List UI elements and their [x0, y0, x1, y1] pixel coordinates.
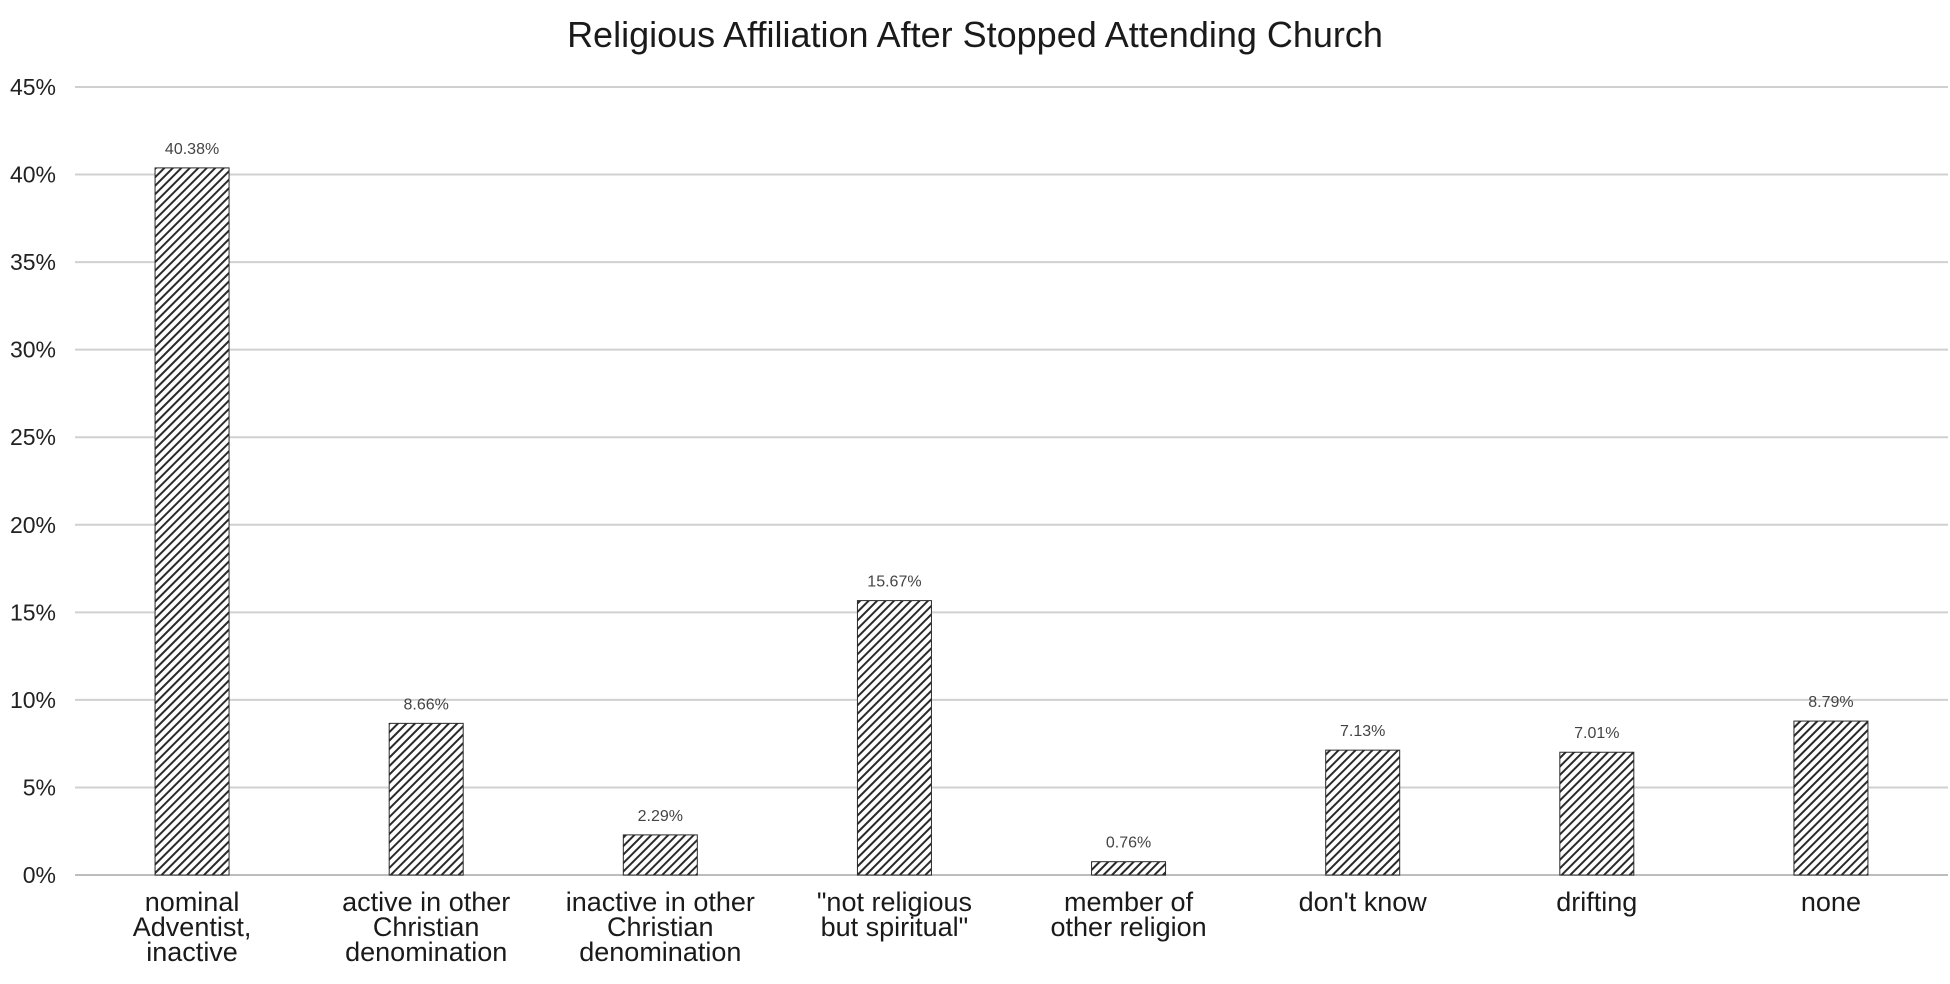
bar: [155, 168, 229, 875]
data-label: 40.38%: [165, 141, 219, 158]
x-tick-label: none: [1801, 887, 1861, 917]
x-tick-label: denomination: [345, 937, 507, 967]
bar: [857, 601, 931, 875]
y-tick-label: 25%: [10, 424, 56, 450]
data-label: 15.67%: [867, 574, 921, 591]
y-tick-label: 35%: [10, 249, 56, 275]
x-tick-label: but spiritual": [821, 912, 969, 942]
data-label: 0.76%: [1106, 835, 1151, 852]
gridlines: [75, 87, 1948, 875]
bar: [1794, 721, 1868, 875]
y-tick-label: 0%: [23, 862, 56, 888]
y-tick-label: 15%: [10, 599, 56, 625]
x-tick-label: other religion: [1051, 912, 1207, 942]
bar: [1326, 750, 1400, 875]
x-tick-label: denomination: [579, 937, 741, 967]
y-tick-label: 5%: [23, 774, 56, 800]
bar: [1560, 752, 1634, 875]
y-tick-label: 40%: [10, 162, 56, 188]
y-tick-label: 10%: [10, 687, 56, 713]
y-axis-ticks: 0% 5% 10% 15% 20% 25% 30% 35% 40% 45%: [10, 74, 56, 888]
bars: [155, 168, 1868, 875]
data-label: 8.79%: [1808, 694, 1853, 711]
bar: [1092, 862, 1166, 875]
y-tick-label: 45%: [10, 74, 56, 100]
x-tick-label: inactive: [146, 937, 238, 967]
data-label: 7.13%: [1340, 723, 1385, 740]
y-tick-label: 30%: [10, 337, 56, 363]
data-label: 7.01%: [1574, 725, 1619, 742]
x-tick-label: don't know: [1299, 887, 1428, 917]
x-tick-label: drifting: [1556, 887, 1637, 917]
data-label: 8.66%: [404, 696, 449, 713]
data-label: 2.29%: [638, 808, 683, 825]
bar: [389, 723, 463, 875]
bar: [623, 835, 697, 875]
y-tick-label: 20%: [10, 512, 56, 538]
